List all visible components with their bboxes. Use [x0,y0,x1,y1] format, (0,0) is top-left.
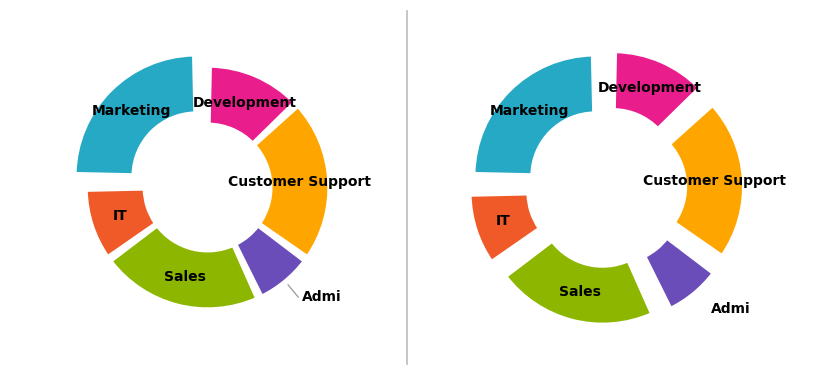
Wedge shape [75,55,195,175]
Wedge shape [669,105,744,256]
Text: IT: IT [112,209,127,223]
Text: Admi: Admi [711,302,751,316]
Wedge shape [236,226,304,296]
Text: Customer Support: Customer Support [643,174,786,188]
Wedge shape [255,106,329,257]
Text: Sales: Sales [164,270,205,284]
Wedge shape [209,66,295,143]
Text: Admi: Admi [302,290,342,304]
Text: Development: Development [192,96,296,110]
Wedge shape [86,189,155,257]
Wedge shape [470,194,540,262]
Wedge shape [505,241,652,324]
Wedge shape [645,238,713,309]
Text: IT: IT [497,214,511,228]
Text: Customer Support: Customer Support [228,175,371,189]
Wedge shape [111,226,257,309]
Text: Sales: Sales [558,285,601,299]
Wedge shape [474,55,594,175]
Text: Marketing: Marketing [490,104,570,118]
Text: Marketing: Marketing [91,104,171,118]
Text: Development: Development [597,81,702,95]
Wedge shape [614,51,699,129]
